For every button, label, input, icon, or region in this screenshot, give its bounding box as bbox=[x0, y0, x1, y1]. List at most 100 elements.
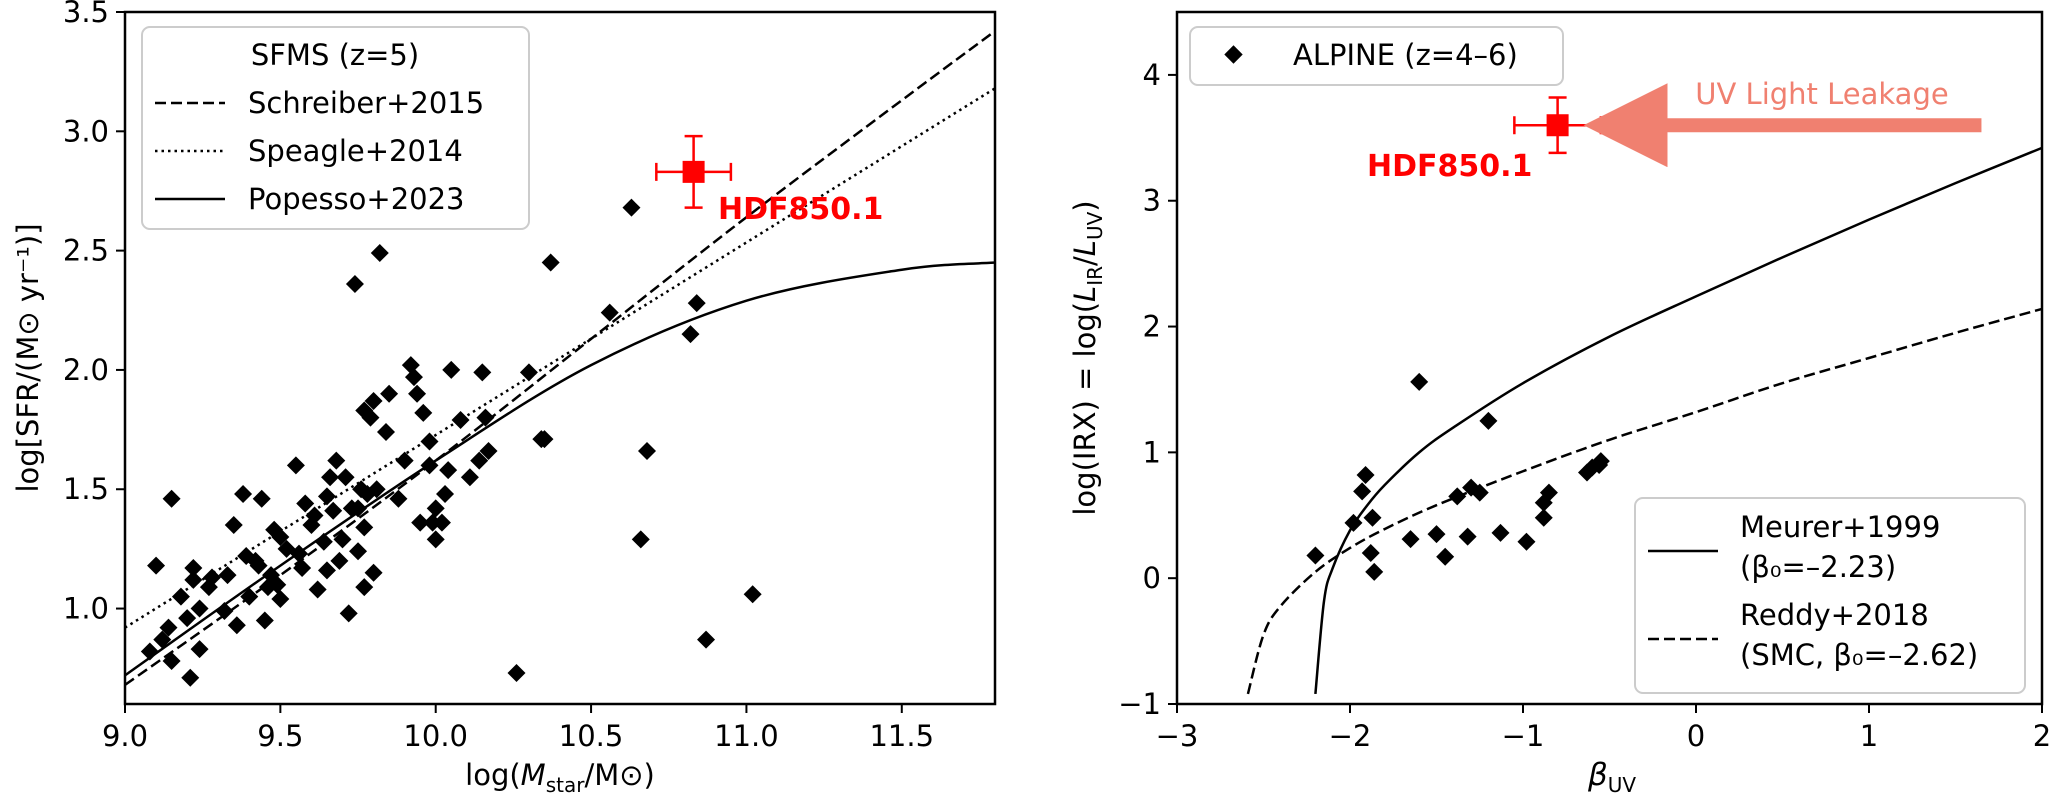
data-point bbox=[1534, 508, 1553, 527]
legend-entry-speagle: Speagle+2014 bbox=[248, 134, 463, 168]
data-point bbox=[252, 489, 271, 508]
curve-meurer-1999 bbox=[1314, 146, 2043, 695]
y-tick-label: 3.0 bbox=[63, 114, 109, 148]
data-point bbox=[1427, 525, 1446, 544]
data-point bbox=[687, 294, 706, 313]
x-tick-label: 10.0 bbox=[403, 719, 468, 753]
data-point bbox=[355, 578, 374, 597]
data-point bbox=[330, 551, 349, 570]
data-point bbox=[426, 499, 445, 518]
data-point bbox=[140, 642, 159, 661]
data-point bbox=[389, 489, 408, 508]
data-point bbox=[293, 558, 312, 577]
legend-entry-reddy: Reddy+2018 bbox=[1740, 598, 1929, 632]
data-point bbox=[519, 363, 538, 382]
data-point bbox=[1436, 547, 1455, 566]
data-point bbox=[345, 275, 364, 294]
curve-schreiber-2015 bbox=[124, 30, 996, 686]
data-point bbox=[473, 363, 492, 382]
right-x-axis-label: βUV bbox=[1587, 757, 1636, 797]
x-tick-label: 0 bbox=[1687, 719, 1705, 753]
data-point bbox=[1458, 527, 1477, 546]
data-point bbox=[190, 640, 209, 659]
hdf850-square bbox=[1546, 114, 1569, 137]
data-point bbox=[184, 570, 203, 589]
y-tick-label: 1.0 bbox=[63, 592, 109, 626]
data-point bbox=[324, 501, 343, 520]
data-point bbox=[631, 530, 650, 549]
curve-reddy-2018 bbox=[1246, 307, 2043, 695]
data-point bbox=[355, 518, 374, 537]
data-point bbox=[227, 616, 246, 635]
data-point bbox=[411, 513, 430, 532]
right-y-axis-label: log(IRX) = log(LIR/LUV) bbox=[1068, 200, 1107, 515]
data-point bbox=[159, 618, 178, 637]
y-tick-label: −1 bbox=[1118, 687, 1161, 721]
data-point bbox=[1448, 487, 1467, 506]
right-bottom-legend-box bbox=[1634, 497, 2026, 694]
data-point bbox=[317, 561, 336, 580]
data-point bbox=[255, 611, 274, 630]
left-legend-box bbox=[141, 26, 530, 230]
right-plot-frame bbox=[1175, 10, 2044, 706]
data-point bbox=[1401, 530, 1420, 549]
left-panel: 9.0 9.5 10.0 10.5 11.0 11.5 1.0 1.5 2.0 2.5 3.0 3.5… bbox=[11, 0, 997, 797]
right-hdf850-marker bbox=[1513, 96, 1603, 155]
data-point bbox=[367, 480, 386, 499]
right-hdf850-label: HDF850.1 bbox=[1367, 149, 1532, 184]
data-point bbox=[178, 609, 197, 628]
hdf850-square bbox=[682, 160, 705, 183]
right-tick-labels: −3 −2 −1 0 1 2 −1 0 1 2 3 4 bbox=[1118, 58, 2050, 753]
data-point bbox=[147, 556, 166, 575]
data-point bbox=[215, 601, 234, 620]
data-point bbox=[1517, 532, 1536, 551]
legend-entry-alpine: ALPINE (z=4–6) bbox=[1293, 38, 1518, 72]
data-point bbox=[370, 244, 389, 263]
data-point bbox=[460, 468, 479, 487]
data-point bbox=[395, 451, 414, 470]
x-tick-label: 9.5 bbox=[257, 719, 303, 753]
left-hdf850-label: HDF850.1 bbox=[718, 192, 883, 227]
left-legend-title: SFMS (z=5) bbox=[251, 38, 419, 72]
data-point bbox=[380, 384, 399, 403]
right-curves bbox=[1246, 146, 2043, 695]
data-point bbox=[296, 494, 315, 513]
data-point bbox=[321, 468, 340, 487]
data-point bbox=[423, 513, 442, 532]
data-point bbox=[268, 575, 287, 594]
y-tick-label: 2.0 bbox=[63, 353, 109, 387]
data-point bbox=[1410, 372, 1429, 391]
left-data-points bbox=[140, 198, 762, 687]
left-tick-marks bbox=[116, 11, 903, 713]
x-tick-label: 9.0 bbox=[102, 719, 148, 753]
data-point bbox=[470, 451, 489, 470]
y-tick-label: 3.5 bbox=[63, 0, 109, 29]
data-point bbox=[271, 590, 290, 609]
uv-leakage-label: UV Light Leakage bbox=[1695, 77, 1948, 111]
data-point bbox=[1591, 452, 1610, 471]
data-point bbox=[171, 587, 190, 606]
data-point bbox=[162, 489, 181, 508]
y-tick-label: 4 bbox=[1143, 58, 1161, 92]
x-tick-label: −1 bbox=[1502, 719, 1545, 753]
data-point bbox=[622, 198, 641, 217]
data-point bbox=[439, 461, 458, 480]
data-point bbox=[1353, 482, 1372, 501]
data-point bbox=[218, 566, 237, 585]
data-point bbox=[1479, 411, 1498, 430]
data-point bbox=[1539, 483, 1558, 502]
right-panel: −3 −2 −1 0 1 2 −1 0 1 2 3 4 βUV log(IRX) = log(LIR/… bbox=[1068, 10, 2050, 797]
left-hdf850-marker bbox=[655, 134, 733, 209]
data-point bbox=[364, 391, 383, 410]
data-point bbox=[240, 587, 259, 606]
x-tick-label: 10.5 bbox=[559, 719, 624, 753]
data-point bbox=[1363, 508, 1382, 527]
data-point bbox=[1361, 544, 1380, 563]
x-tick-label: 2 bbox=[2033, 719, 2050, 753]
data-point bbox=[420, 456, 439, 475]
left-legend: SFMS (z=5) Schreiber+2015 Speagle+2014 P… bbox=[141, 26, 530, 230]
y-tick-label: 2 bbox=[1143, 310, 1161, 344]
data-point bbox=[507, 663, 526, 682]
data-point bbox=[1344, 513, 1363, 532]
data-point bbox=[317, 487, 336, 506]
